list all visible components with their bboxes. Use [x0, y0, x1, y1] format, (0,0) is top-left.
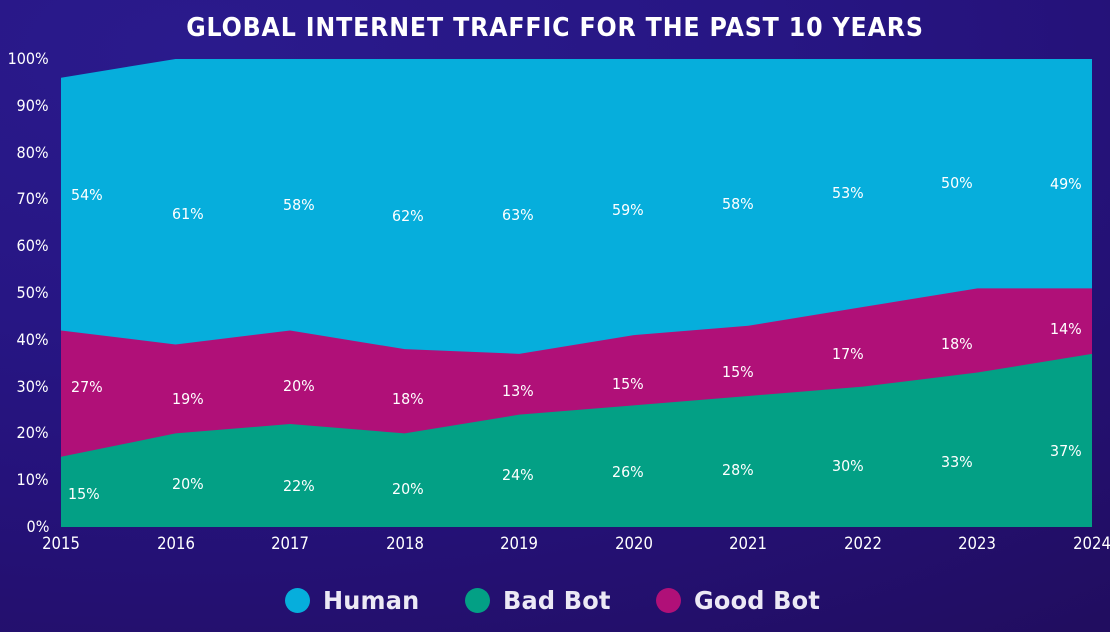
y-axis-tick: 30%: [16, 376, 49, 396]
x-axis-tick: 2017: [271, 534, 309, 553]
page-title: GLOBAL INTERNET TRAFFIC FOR THE PAST 10 …: [186, 13, 924, 43]
legend-swatch-icon: [285, 588, 311, 613]
area-band-bad-bot: [61, 353, 1092, 527]
y-axis-tick: 90%: [16, 95, 49, 115]
y-axis-tick: 50%: [16, 283, 49, 302]
x-axis-tick: 2021: [729, 534, 768, 553]
stacked-area-plot: [61, 59, 1092, 527]
legend-item-human[interactable]: Human: [285, 586, 423, 615]
y-axis-tick: 20%: [16, 423, 49, 443]
legend-swatch-icon: [464, 588, 490, 613]
legend-label: Good Bot: [693, 586, 820, 615]
x-axis-tick: 2024: [1073, 534, 1110, 553]
y-axis-tick: 40%: [16, 329, 49, 349]
plot-area: [61, 59, 1092, 527]
y-axis-tick: 0%: [26, 517, 49, 536]
x-axis-tick: 2020: [614, 534, 653, 553]
y-axis-tick: 80%: [16, 142, 49, 162]
x-axis-tick: 2016: [156, 534, 195, 553]
x-axis-tick: 2015: [42, 534, 80, 553]
x-axis-tick: 2018: [385, 534, 424, 553]
y-axis-tick: 60%: [16, 236, 49, 256]
y-axis: 0% 10% 20% 30% 40% 50% 60% 70% 80% 90% 100%: [0, 51, 55, 535]
y-axis-tick: 100%: [7, 49, 49, 68]
x-axis-tick: 2022: [843, 534, 882, 553]
legend-label: Human: [323, 586, 420, 615]
x-axis-tick: 2019: [500, 534, 539, 553]
y-axis-tick: 10%: [16, 470, 49, 490]
legend-swatch-icon: [655, 588, 681, 613]
x-axis: 2015 2016 2017 2018 2019 2020 2021 2022 2023 2024: [42, 534, 1110, 562]
x-axis-tick: 2023: [958, 534, 997, 553]
legend-item-good-bot[interactable]: Good Bot: [655, 586, 825, 615]
legend-label: Bad Bot: [502, 586, 611, 615]
y-axis-tick: 70%: [16, 189, 49, 209]
legend-item-bad-bot[interactable]: Bad Bot: [464, 586, 615, 615]
legend: Human Bad Bot Good Bot: [0, 586, 1110, 615]
